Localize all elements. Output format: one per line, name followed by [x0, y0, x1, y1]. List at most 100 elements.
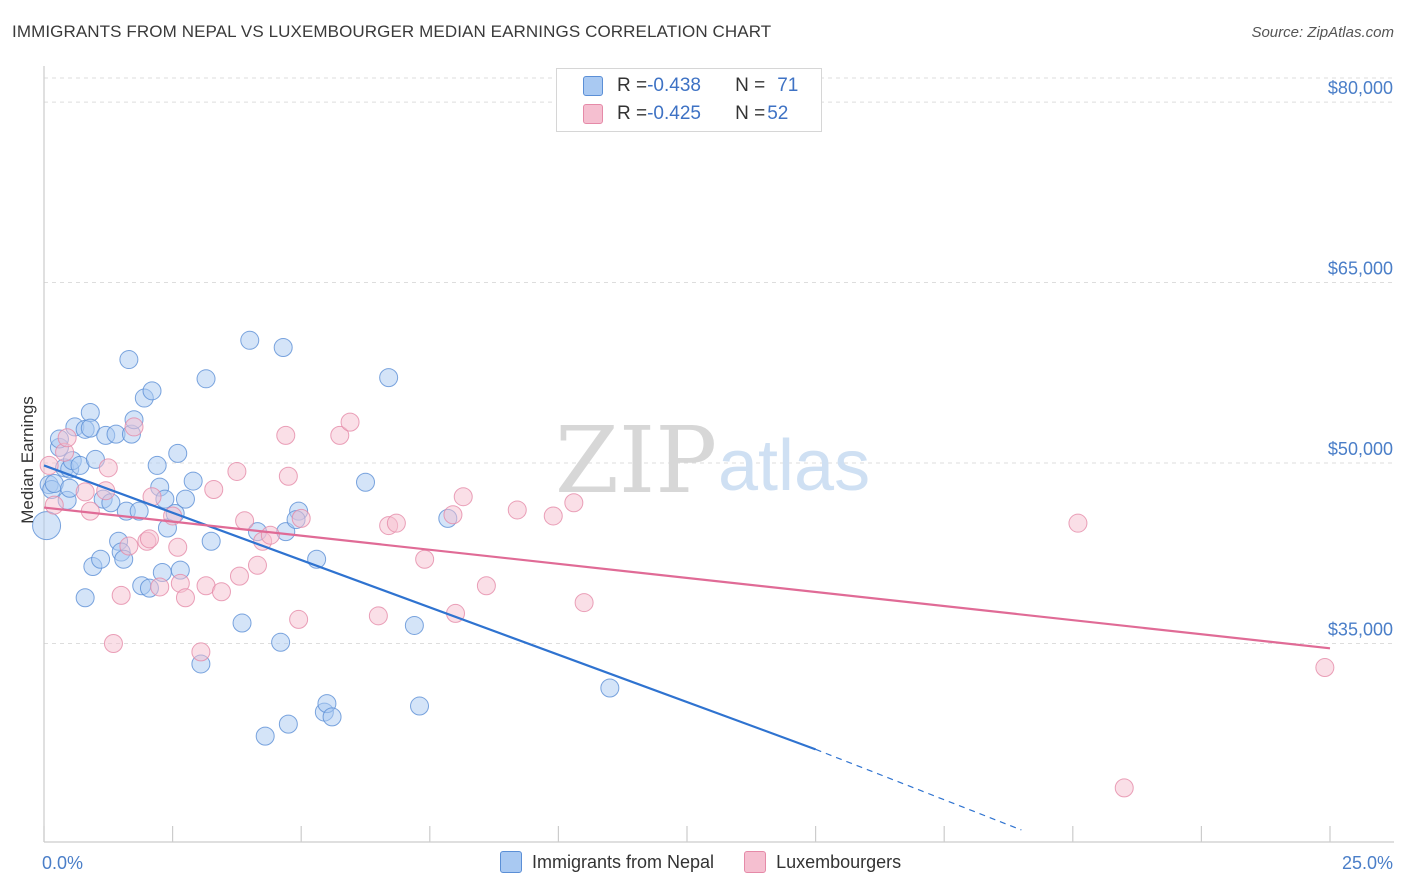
data-point: [330, 425, 350, 445]
series-legend-item-luxembourgers: Luxembourgers: [744, 851, 901, 873]
data-point: [168, 443, 188, 463]
data-point: [278, 466, 298, 486]
trend-lines: [43, 464, 1331, 831]
data-point: [191, 642, 211, 662]
legend-swatch-nepal: [583, 76, 603, 96]
watermark-atlas: atlas: [718, 426, 870, 506]
data-point: [229, 566, 249, 586]
legend-n-label: N =: [735, 103, 766, 124]
data-point: [211, 582, 231, 602]
data-point: [574, 593, 594, 613]
data-point: [168, 537, 188, 557]
chart-title: IMMIGRANTS FROM NEPAL VS LUXEMBOURGER ME…: [12, 22, 772, 41]
data-point: [255, 726, 275, 746]
data-point: [196, 369, 216, 389]
y-tick-label: $50,000: [1328, 439, 1393, 459]
data-point: [98, 458, 118, 478]
data-point: [600, 678, 620, 698]
data-point: [356, 472, 375, 492]
data-point: [147, 455, 167, 475]
data-point: [247, 555, 267, 575]
legend-r-label: R =: [617, 103, 648, 124]
axes: [43, 66, 1394, 843]
data-point: [379, 368, 399, 388]
data-point: [543, 506, 563, 526]
data-point: [111, 585, 131, 605]
data-point: [278, 714, 298, 734]
series-legend-label-luxembourgers: Luxembourgers: [776, 851, 902, 872]
data-point: [410, 696, 430, 716]
data-point: [60, 478, 80, 498]
legend-row-nepal: R = -0.438 N = 71: [583, 73, 798, 99]
legend-n-value: 52: [767, 103, 789, 124]
data-point: [276, 425, 296, 445]
data-point: [404, 615, 424, 635]
data-point: [119, 350, 139, 370]
data-point: [80, 418, 100, 438]
series-legend-swatch-nepal: [500, 851, 522, 873]
watermark-zip: ZIP: [555, 407, 717, 514]
data-point: [139, 529, 159, 549]
watermark: ZIP atlas: [555, 407, 870, 514]
data-point: [232, 613, 252, 633]
data-point: [91, 549, 111, 569]
data-point: [103, 633, 123, 653]
y-axis-label: Median Earnings: [18, 396, 37, 524]
series-legend-label-nepal: Immigrants from Nepal: [532, 851, 715, 872]
series-legend-item-nepal: Immigrants from Nepal: [500, 851, 714, 873]
tick-labels: $35,000 $50,000 $65,000 $80,000 0.0% 25.0%: [42, 78, 1393, 873]
data-point: [201, 531, 221, 551]
data-point: [291, 508, 311, 528]
legend-swatch-luxembourgers: [583, 104, 603, 124]
data-point: [1068, 513, 1088, 533]
data-point: [119, 536, 139, 556]
data-point: [150, 577, 170, 597]
data-point: [204, 479, 224, 499]
data-point: [415, 549, 435, 569]
data-point: [240, 330, 260, 350]
data-point: [271, 632, 291, 652]
y-tick-label: $65,000: [1328, 259, 1393, 279]
grid-lines: [44, 77, 1394, 644]
series-legend-swatch-luxembourgers: [744, 851, 767, 873]
data-point: [39, 455, 59, 475]
data-point: [340, 412, 360, 432]
data-point: [75, 482, 95, 502]
y-tick-label: $80,000: [1328, 78, 1393, 98]
data-point: [75, 588, 95, 608]
data-point: [175, 588, 195, 608]
data-point: [32, 511, 62, 541]
data-point: [476, 576, 496, 596]
data-point: [183, 471, 203, 491]
trend-line-nepal: [43, 464, 816, 751]
data-point: [564, 493, 584, 513]
legend-row-luxembourgers: R = -0.425 N = 52: [583, 101, 788, 127]
data-point: [129, 501, 149, 521]
data-point: [124, 417, 144, 437]
x-tick-label-max: 25.0%: [1342, 853, 1393, 873]
data-point: [368, 606, 388, 626]
series-legend: Immigrants from Nepal Luxembourgers: [500, 851, 931, 873]
data-point: [44, 495, 64, 515]
legend-r-value: -0.438: [647, 75, 701, 96]
legend-n-value: 71: [777, 75, 799, 96]
data-point: [57, 428, 77, 448]
x-tick-label-min: 0.0%: [42, 853, 83, 873]
trend-line-nepal-extension: [815, 748, 1022, 831]
legend-n-label: N =: [735, 75, 766, 96]
legend-r-value: -0.425: [647, 103, 701, 124]
data-point: [235, 511, 255, 531]
legend-r-label: R =: [617, 75, 648, 96]
data-point: [175, 489, 195, 509]
trend-line-luxembourgers: [43, 506, 1331, 650]
data-point: [1315, 658, 1335, 678]
data-point: [289, 609, 309, 629]
data-point: [142, 381, 162, 401]
data-point: [1114, 778, 1134, 798]
stats-legend: R = -0.438 N = 71 R = -0.425 N = 52: [556, 68, 822, 132]
y-tick-label: $35,000: [1328, 619, 1393, 639]
data-point: [322, 707, 342, 727]
data-point: [443, 505, 463, 525]
data-point: [386, 513, 406, 533]
